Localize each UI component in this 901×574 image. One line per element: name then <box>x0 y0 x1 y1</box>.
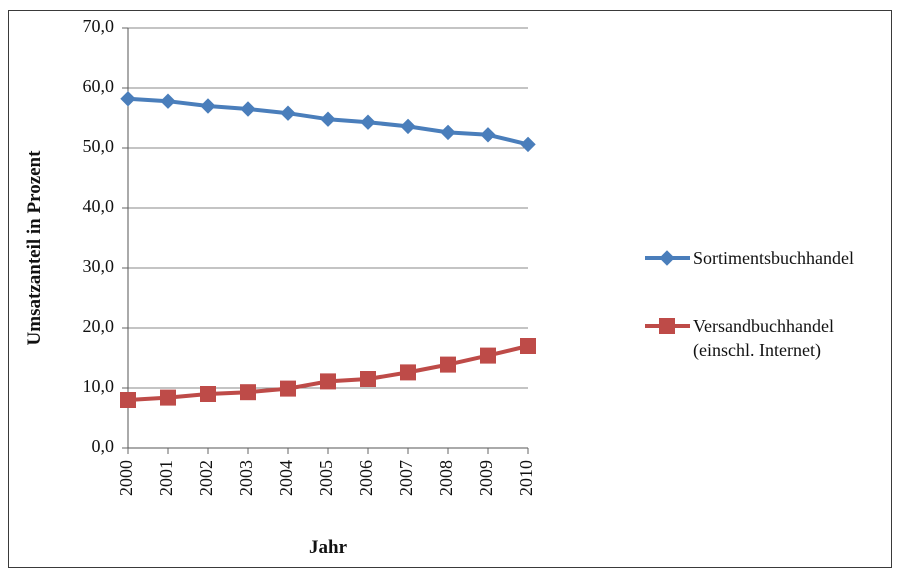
y-tick-label: 0,0 <box>92 436 115 456</box>
x-tick-label: 2007 <box>396 460 416 496</box>
data-point-square <box>480 347 496 364</box>
y-tick-label: 60,0 <box>83 76 115 96</box>
data-point-diamond <box>280 105 296 121</box>
data-point-square <box>360 371 376 387</box>
series-1 <box>120 91 536 153</box>
data-point-square <box>520 338 536 354</box>
y-tick-label: 50,0 <box>83 136 115 156</box>
chart-frame <box>8 10 892 568</box>
data-point-diamond <box>440 124 456 141</box>
x-tick-label: 2000 <box>116 460 136 496</box>
legend-diamond-marker <box>659 250 675 266</box>
x-tick-label: 2004 <box>276 460 296 496</box>
data-point-square <box>400 364 416 381</box>
data-point-diamond <box>240 101 256 117</box>
data-point-square <box>200 386 216 402</box>
y-tick-label: 40,0 <box>83 196 115 216</box>
x-tick-label: 2001 <box>156 460 176 496</box>
x-tick-label: 2008 <box>436 460 456 496</box>
data-point-diamond <box>400 118 416 135</box>
series-layer <box>120 91 536 408</box>
y-tick-label: 10,0 <box>83 376 115 396</box>
data-point-diamond <box>520 136 536 153</box>
legend-entry: Sortimentsbuchhandel <box>645 248 854 268</box>
legend-label: Sortimentsbuchhandel <box>693 248 854 268</box>
data-point-diamond <box>480 127 496 143</box>
data-point-diamond <box>120 91 136 107</box>
data-point-square <box>280 380 296 397</box>
series-2 <box>120 338 536 408</box>
data-point-diamond <box>360 114 376 130</box>
data-point-square <box>160 389 176 406</box>
y-tick-label: 30,0 <box>83 256 115 276</box>
data-point-square <box>440 356 456 373</box>
x-tick-label: 2006 <box>356 460 376 496</box>
data-point-square <box>240 384 256 401</box>
series-line <box>127 344 529 402</box>
x-tick-label: 2010 <box>516 460 536 496</box>
x-tick-label: 2009 <box>476 460 496 496</box>
legend-entry: Versandbuchhandel (einschl. Internet) <box>645 316 834 361</box>
x-tick-labels: 2000 2001 2002 2003 2004 2005 2006 2007 2008 2009… <box>116 460 536 496</box>
axes <box>127 28 529 454</box>
x-axis-title: Jahr <box>309 537 348 558</box>
y-tick-labels: 0,0 10,0 20,0 30,0 40,0 50,0 60,0 70,0 <box>83 16 115 456</box>
legend-label: Versandbuchhandel <box>693 316 834 336</box>
y-tick-label: 20,0 <box>83 316 115 336</box>
data-point-diamond <box>160 93 176 109</box>
x-tick-label: 2005 <box>316 460 336 496</box>
data-point-square <box>320 373 336 390</box>
data-point-diamond <box>320 111 336 127</box>
legend: Sortimentsbuchhandel Versandbuchhandel (ei… <box>645 248 854 361</box>
x-tick-label: 2003 <box>236 460 256 496</box>
gridlines <box>122 27 528 449</box>
x-tick-label: 2002 <box>196 460 216 496</box>
legend-label: (einschl. Internet) <box>693 340 821 361</box>
y-axis-title: Umsatzanteil in Prozent <box>24 150 45 346</box>
legend-square-marker <box>659 318 675 334</box>
data-point-diamond <box>200 98 216 114</box>
y-tick-label: 70,0 <box>83 16 115 36</box>
data-point-square <box>120 392 136 408</box>
